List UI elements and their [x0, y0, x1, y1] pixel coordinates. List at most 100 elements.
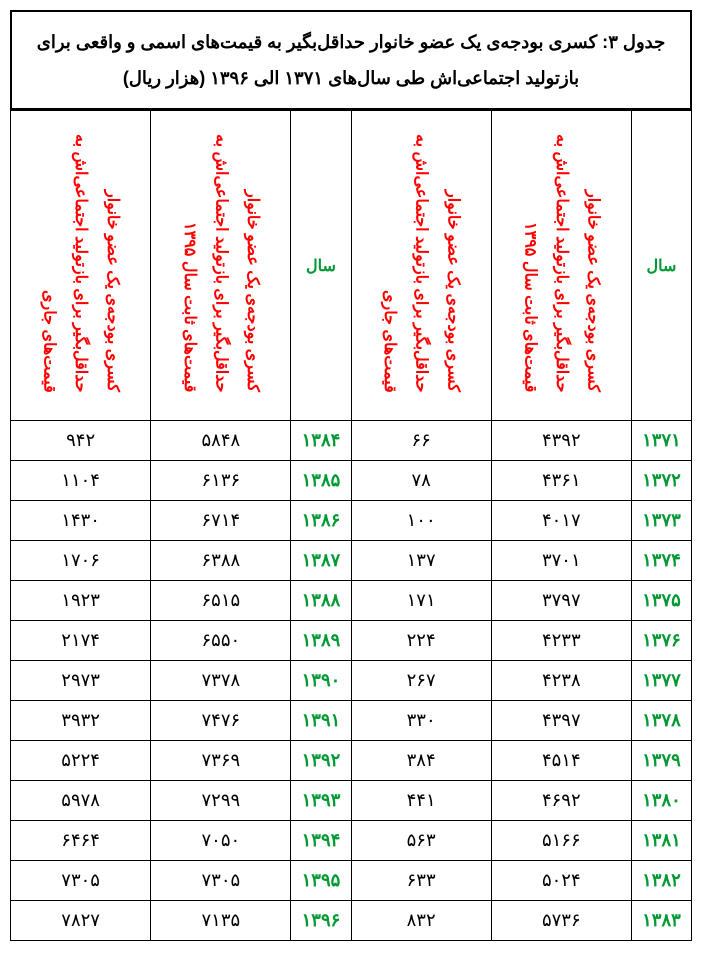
cell-year: ۱۳۹۰ [291, 661, 351, 701]
cell-year: ۱۳۷۲ [631, 461, 691, 501]
header-line: قیمت‌های ثابت سال ۱۳۹۵ [516, 222, 543, 392]
cell-nominal: ۲۱۷۴ [11, 621, 151, 661]
cell-nominal: ۱۳۷ [351, 541, 491, 581]
header-line: قیمت‌های جاری [35, 290, 62, 393]
cell-nominal: ۱۹۲۳ [11, 581, 151, 621]
cell-nominal: ۱۴۳۰ [11, 501, 151, 541]
header-line: کسری بودجه‌ی یک عضو خانوار [239, 190, 266, 392]
cell-year: ۱۳۸۹ [291, 621, 351, 661]
cell-nominal: ۷۳۰۵ [11, 861, 151, 901]
cell-year: ۱۳۹۳ [291, 781, 351, 821]
cell-real: ۴۳۶۱ [491, 461, 631, 501]
cell-nominal: ۵۹۷۸ [11, 781, 151, 821]
cell-year: ۱۳۷۵ [631, 581, 691, 621]
header-line: کسری بودجه‌ی یک عضو خانوار [439, 190, 466, 392]
table-row: ۱۳۸۱۵۱۶۶۵۶۳۱۳۹۴۷۰۵۰۶۴۶۴ [11, 821, 692, 861]
cell-nominal: ۲۶۷ [351, 661, 491, 701]
cell-real: ۵۷۳۶ [491, 901, 631, 941]
cell-nominal: ۶۴۶۴ [11, 821, 151, 861]
header-line: حداقل‌بگیر برای بازتولید اجتماعی‌اش به [67, 134, 94, 393]
cell-year: ۱۳۹۶ [291, 901, 351, 941]
cell-nominal: ۲۹۷۳ [11, 661, 151, 701]
cell-year: ۱۳۸۵ [291, 461, 351, 501]
table-row: ۱۳۷۹۴۵۱۴۳۸۴۱۳۹۲۷۳۶۹۵۲۲۴ [11, 741, 692, 781]
cell-real: ۳۷۹۷ [491, 581, 631, 621]
cell-nominal: ۶۳۳ [351, 861, 491, 901]
table-row: ۱۳۷۵۳۷۹۷۱۷۱۱۳۸۸۶۵۱۵۱۹۲۳ [11, 581, 692, 621]
cell-real: ۶۷۱۴ [151, 501, 291, 541]
cell-year: ۱۳۷۹ [631, 741, 691, 781]
cell-real: ۷۳۰۵ [151, 861, 291, 901]
cell-nominal: ۶۶ [351, 421, 491, 461]
table-row: ۱۳۷۷۴۲۳۸۲۶۷۱۳۹۰۷۳۷۸۲۹۷۳ [11, 661, 692, 701]
cell-real: ۵۰۲۴ [491, 861, 631, 901]
col-year-1: سال [631, 111, 691, 421]
cell-year: ۱۳۸۰ [631, 781, 691, 821]
cell-year: ۱۳۷۶ [631, 621, 691, 661]
cell-year: ۱۳۷۷ [631, 661, 691, 701]
cell-real: ۴۲۳۳ [491, 621, 631, 661]
cell-real: ۵۸۴۸ [151, 421, 291, 461]
cell-nominal: ۱۷۱ [351, 581, 491, 621]
cell-nominal: ۱۷۰۶ [11, 541, 151, 581]
col-real-1: کسری بودجه‌ی یک عضو خانوار حداقل‌بگیر بر… [491, 111, 631, 421]
header-line: قیمت‌های جاری [376, 290, 403, 393]
cell-year: ۱۳۷۳ [631, 501, 691, 541]
cell-year: ۱۳۸۳ [631, 901, 691, 941]
cell-year: ۱۳۷۸ [631, 701, 691, 741]
table-row: ۱۳۸۲۵۰۲۴۶۳۳۱۳۹۵۷۳۰۵۷۳۰۵ [11, 861, 692, 901]
table-row: ۱۳۷۲۴۳۶۱۷۸۱۳۸۵۶۱۳۶۱۱۰۴ [11, 461, 692, 501]
cell-year: ۱۳۷۱ [631, 421, 691, 461]
cell-real: ۴۳۹۲ [491, 421, 631, 461]
cell-real: ۷۰۵۰ [151, 821, 291, 861]
cell-real: ۳۷۰۱ [491, 541, 631, 581]
cell-nominal: ۱۱۰۴ [11, 461, 151, 501]
cell-year: ۱۳۸۷ [291, 541, 351, 581]
cell-real: ۶۵۵۰ [151, 621, 291, 661]
cell-real: ۴۶۹۲ [491, 781, 631, 821]
header-line: حداقل‌بگیر برای بازتولید اجتماعی‌اش به [548, 134, 575, 393]
cell-nominal: ۷۸۲۷ [11, 901, 151, 941]
table-row: ۱۳۷۳۴۰۱۷۱۰۰۱۳۸۶۶۷۱۴۱۴۳۰ [11, 501, 692, 541]
table-body: ۱۳۷۱۴۳۹۲۶۶۱۳۸۴۵۸۴۸۹۴۲۱۳۷۲۴۳۶۱۷۸۱۳۸۵۶۱۳۶۱… [11, 421, 692, 941]
cell-real: ۴۳۹۷ [491, 701, 631, 741]
cell-nominal: ۷۸ [351, 461, 491, 501]
cell-year: ۱۳۹۱ [291, 701, 351, 741]
cell-nominal: ۵۶۳ [351, 821, 491, 861]
cell-nominal: ۳۸۴ [351, 741, 491, 781]
table-row: ۱۳۷۴۳۷۰۱۱۳۷۱۳۸۷۶۳۸۸۱۷۰۶ [11, 541, 692, 581]
col-real-2: کسری بودجه‌ی یک عضو خانوار حداقل‌بگیر بر… [151, 111, 291, 421]
cell-real: ۶۳۸۸ [151, 541, 291, 581]
cell-year: ۱۳۸۸ [291, 581, 351, 621]
cell-year: ۱۳۸۴ [291, 421, 351, 461]
table-row: ۱۳۷۱۴۳۹۲۶۶۱۳۸۴۵۸۴۸۹۴۲ [11, 421, 692, 461]
cell-nominal: ۱۰۰ [351, 501, 491, 541]
header-line: قیمت‌های ثابت سال ۱۳۹۵ [176, 222, 203, 392]
col-year-2: سال [291, 111, 351, 421]
cell-real: ۴۲۳۸ [491, 661, 631, 701]
table-row: ۱۳۷۸۴۳۹۷۳۳۰۱۳۹۱۷۴۷۶۳۹۳۲ [11, 701, 692, 741]
cell-year: ۱۳۹۴ [291, 821, 351, 861]
col-nominal-1: کسری بودجه‌ی یک عضو خانوار حداقل‌بگیر بر… [351, 111, 491, 421]
data-table: سال کسری بودجه‌ی یک عضو خانوار حداقل‌بگی… [10, 110, 692, 941]
col-nominal-2: کسری بودجه‌ی یک عضو خانوار حداقل‌بگیر بر… [11, 111, 151, 421]
cell-nominal: ۲۲۴ [351, 621, 491, 661]
cell-real: ۶۱۳۶ [151, 461, 291, 501]
cell-year: ۱۳۹۵ [291, 861, 351, 901]
cell-real: ۷۴۷۶ [151, 701, 291, 741]
cell-nominal: ۸۳۲ [351, 901, 491, 941]
cell-nominal: ۹۴۲ [11, 421, 151, 461]
cell-real: ۶۵۱۵ [151, 581, 291, 621]
header-row: سال کسری بودجه‌ی یک عضو خانوار حداقل‌بگی… [11, 111, 692, 421]
header-line: حداقل‌بگیر برای بازتولید اجتماعی‌اش به [408, 134, 435, 393]
cell-real: ۷۳۶۹ [151, 741, 291, 781]
table-row: ۱۳۸۰۴۶۹۲۴۴۱۱۳۹۳۷۲۹۹۵۹۷۸ [11, 781, 692, 821]
cell-real: ۴۰۱۷ [491, 501, 631, 541]
cell-nominal: ۳۹۳۲ [11, 701, 151, 741]
cell-real: ۷۳۷۸ [151, 661, 291, 701]
header-line: حداقل‌بگیر برای بازتولید اجتماعی‌اش به [207, 134, 234, 393]
cell-real: ۴۵۱۴ [491, 741, 631, 781]
cell-year: ۱۳۸۲ [631, 861, 691, 901]
cell-nominal: ۵۲۲۴ [11, 741, 151, 781]
header-line: کسری بودجه‌ی یک عضو خانوار [99, 190, 126, 392]
